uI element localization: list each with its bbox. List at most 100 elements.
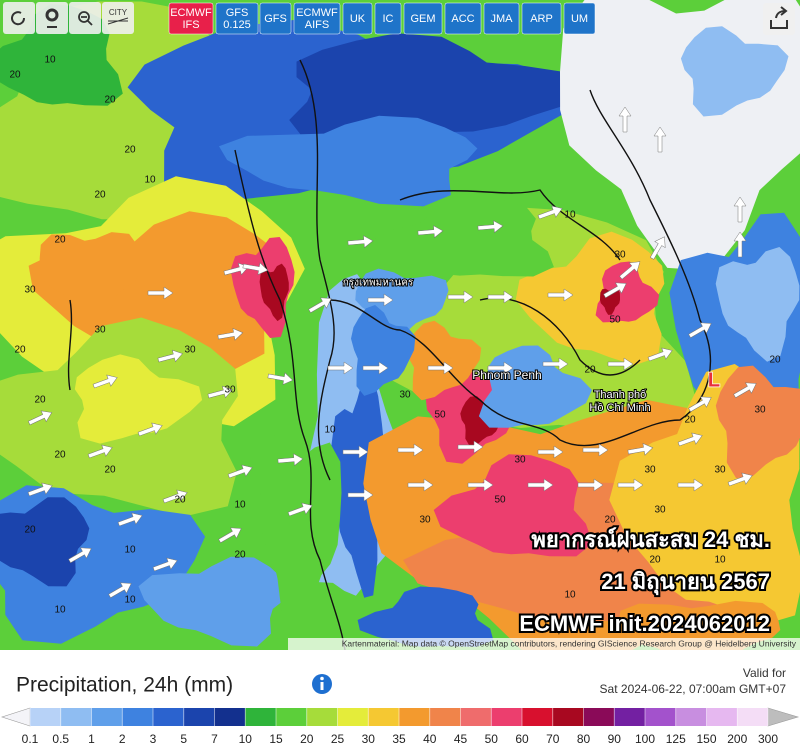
legend-tick-label: 150 <box>696 732 716 746</box>
contour-label: 10 <box>564 210 576 221</box>
zoom-button[interactable] <box>69 2 101 34</box>
contour-label: 20 <box>649 555 661 566</box>
legend-tick-label: 35 <box>392 732 406 746</box>
valid-time: Sat 2024-06-22, 07:00am GMT+07 <box>600 682 787 696</box>
legend-tick-label: 60 <box>515 732 529 746</box>
model-button[interactable] <box>444 2 482 35</box>
wind-arrow <box>733 382 757 399</box>
contour-label: 20 <box>54 450 66 461</box>
legend-tick-label: 5 <box>180 732 187 746</box>
contour-label: 50 <box>609 315 621 326</box>
coastline <box>329 89 712 447</box>
contour-label: 10 <box>124 545 136 556</box>
wind-arrow <box>677 432 703 447</box>
legend-swatch <box>552 708 584 726</box>
model-label: AIFS <box>305 19 329 31</box>
legend-tick-label: 1 <box>88 732 95 746</box>
wind-arrow <box>92 374 118 389</box>
wind-arrow <box>137 422 163 437</box>
locate-button[interactable] <box>36 2 68 34</box>
contour-label: 10 <box>714 555 726 566</box>
city-button[interactable] <box>102 2 134 34</box>
contour-label: 30 <box>614 250 626 261</box>
contour-label: 30 <box>714 465 726 476</box>
model-button[interactable] <box>342 2 373 35</box>
precip-area <box>406 320 482 401</box>
legend-swatch <box>245 708 276 726</box>
legend-swatch <box>460 708 492 726</box>
model-button[interactable] <box>259 2 292 35</box>
contour-label: 20 <box>769 355 781 366</box>
attribution: Kartenmaterial: Map data © OpenStreetMap… <box>342 638 797 648</box>
legend-tick-label: 45 <box>454 732 468 746</box>
map[interactable]: 20 10 20 20 20 10 20 30 30 20 30 20 30 20 20 20 10 20 10 20… <box>0 0 800 672</box>
model-button[interactable] <box>403 2 443 35</box>
wind-arrow <box>68 547 92 564</box>
model-label: UM <box>571 13 588 25</box>
model-button[interactable] <box>374 2 402 35</box>
legend: Precipitation, 24h (mm) Valid for Sat 20… <box>0 650 800 749</box>
model-button[interactable] <box>483 2 520 35</box>
legend-swatch <box>645 708 676 726</box>
model-button[interactable] <box>563 2 596 35</box>
wind-arrow <box>688 396 712 413</box>
wind-arrow <box>733 196 747 223</box>
wind-arrow <box>447 290 474 304</box>
place-label: Hồ Chí Minh <box>589 402 650 414</box>
precip-area <box>39 232 141 320</box>
city-icon <box>107 17 129 25</box>
model-button[interactable] <box>168 2 214 35</box>
contour-label: 10 <box>144 175 156 186</box>
contour-label: 10 <box>234 500 246 511</box>
contour-label: 50 <box>434 410 446 421</box>
wind-arrow <box>218 527 242 544</box>
model-button[interactable] <box>293 2 341 35</box>
model-button[interactable] <box>215 2 259 35</box>
city-label: CITY <box>109 8 128 17</box>
wind-arrow <box>223 262 249 276</box>
legend-tick-label: 80 <box>577 732 591 746</box>
contour-label: 30 <box>754 405 766 416</box>
share-button[interactable] <box>763 3 795 35</box>
coastline <box>479 297 641 376</box>
legend-tick-label: 2 <box>119 732 126 746</box>
wind-arrow <box>487 361 514 375</box>
contour-label: 30 <box>654 505 666 516</box>
precip-area <box>372 195 554 277</box>
precip-area <box>618 600 781 650</box>
precip-area <box>680 26 789 117</box>
wind-arrow <box>242 262 269 276</box>
legend-tick-label: 3 <box>150 732 157 746</box>
place-label: L <box>708 369 720 391</box>
wind-arrow <box>477 220 504 234</box>
legend-tick-label: 300 <box>758 732 778 746</box>
precip-area <box>351 305 416 396</box>
wind-arrow <box>537 445 564 459</box>
legend-panel <box>0 650 800 749</box>
precip-area <box>74 354 203 444</box>
model-label: ECMWF <box>170 7 212 19</box>
legend-swatch <box>737 708 768 726</box>
model-button[interactable] <box>521 2 562 35</box>
model-label: ACC <box>451 13 474 25</box>
contour-label: 30 <box>94 325 106 336</box>
wind-arrow <box>582 443 609 457</box>
wind-arrow <box>653 126 667 153</box>
wind-arrow <box>267 372 294 386</box>
contour-label: 20 <box>104 465 116 476</box>
wind-arrow <box>417 225 444 239</box>
wind-arrow <box>618 106 632 133</box>
legend-tick-label: 200 <box>727 732 747 746</box>
valid-label: Valid for <box>743 666 786 680</box>
legend-swatch <box>60 708 92 726</box>
legend-swatch <box>399 708 430 726</box>
coastline <box>67 299 73 391</box>
info-icon[interactable] <box>312 674 332 694</box>
attribution-bg <box>288 638 800 650</box>
locate-icon <box>45 8 59 22</box>
zoom-icon <box>81 16 93 26</box>
reload-button[interactable] <box>3 2 35 34</box>
legend-swatch <box>429 708 461 726</box>
wind-arrow <box>342 445 369 459</box>
